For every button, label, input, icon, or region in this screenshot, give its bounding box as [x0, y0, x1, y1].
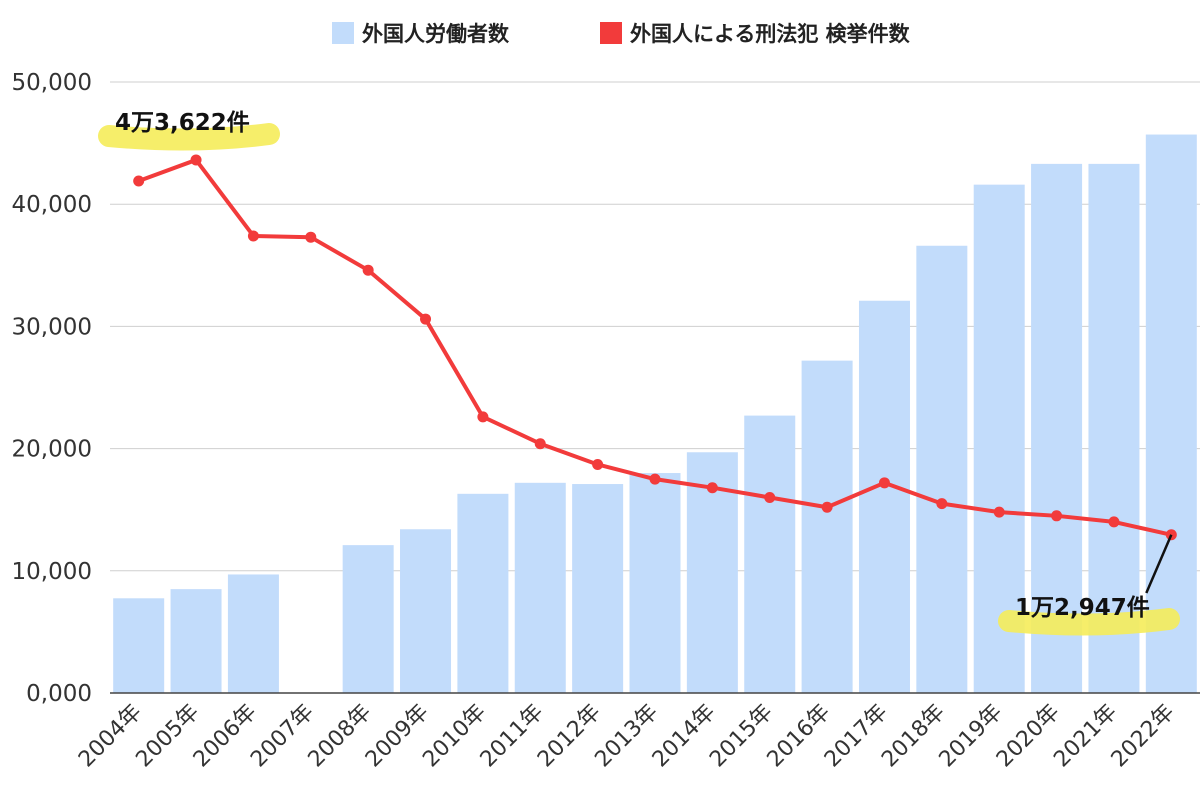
- legend-swatch-bar: [332, 22, 354, 44]
- bar: [113, 598, 165, 693]
- x-tick-label: 2022年: [1107, 700, 1180, 773]
- line-point: [649, 473, 661, 485]
- bar: [400, 529, 452, 693]
- x-tick-label: 2005年: [131, 700, 204, 773]
- legend: 外国人労働者数 外国人による刑法犯 検挙件数: [332, 22, 911, 46]
- line-point: [878, 477, 890, 489]
- line-point: [706, 482, 718, 494]
- line-point: [477, 411, 489, 423]
- bar: [1031, 163, 1083, 693]
- legend-label-line: 外国人による刑法犯 検挙件数: [630, 22, 911, 46]
- bar: [342, 545, 394, 693]
- x-tick-label: 2020年: [992, 700, 1065, 773]
- x-tick-label: 2008年: [304, 700, 377, 773]
- annotation-leader: [1145, 534, 1173, 594]
- line-point: [133, 175, 145, 187]
- x-tick-label: 2010年: [418, 700, 491, 773]
- line-layer: [133, 154, 1177, 541]
- line-point: [362, 264, 374, 276]
- x-tick-label: 2009年: [361, 700, 434, 773]
- bar: [1088, 163, 1140, 693]
- line-point: [993, 506, 1005, 518]
- bar: [973, 184, 1025, 693]
- y-tick-label: 30,000: [12, 314, 92, 340]
- y-tick-label: 20,000: [12, 437, 92, 463]
- annotation-highlight: [998, 608, 1180, 636]
- bar: [801, 360, 853, 693]
- x-tick-label: 2012年: [533, 700, 606, 773]
- line-point: [821, 501, 833, 513]
- bar: [514, 482, 566, 693]
- legend-label-bar: 外国人労働者数: [362, 22, 510, 46]
- x-tick-label: 2004年: [74, 700, 147, 773]
- x-tick-label: 2013年: [590, 700, 663, 773]
- bar: [744, 415, 796, 693]
- y-tick-label: 0,000: [26, 681, 92, 707]
- line-point: [305, 231, 317, 243]
- x-tick-label: 2014年: [648, 700, 721, 773]
- legend-swatch-line: [600, 22, 622, 44]
- bar: [629, 473, 681, 693]
- y-tick-label: 10,000: [12, 559, 92, 585]
- bar: [457, 493, 509, 693]
- line-point: [534, 438, 546, 450]
- line-point: [420, 313, 432, 325]
- bar: [858, 300, 910, 693]
- x-tick-label: 2006年: [189, 700, 262, 773]
- x-tick-label: 2017年: [820, 700, 893, 773]
- line-point: [247, 230, 259, 242]
- y-tick-label: 40,000: [12, 192, 92, 218]
- bar: [1145, 134, 1197, 693]
- x-tick-label: 2018年: [877, 700, 950, 773]
- y-tick-label: 50,000: [12, 70, 92, 96]
- line-point: [936, 498, 948, 510]
- x-tick-label: 2011年: [476, 700, 549, 773]
- line-point: [190, 154, 202, 166]
- bar: [227, 574, 279, 693]
- x-tick-label: 2007年: [246, 700, 319, 773]
- line-point: [592, 458, 604, 470]
- x-tick-label: 2016年: [763, 700, 836, 773]
- bar: [572, 484, 624, 693]
- bar: [916, 245, 968, 694]
- annotation-layer: 4万3,622件 1万2,947件: [98, 110, 1180, 636]
- x-tick-label: 2015年: [705, 700, 778, 773]
- x-tick-label: 2021年: [1049, 700, 1122, 773]
- bar: [170, 589, 222, 693]
- bar-layer: [113, 134, 1197, 694]
- line-point: [764, 491, 776, 503]
- annotation-label: 4万3,622件: [115, 110, 250, 136]
- line-point: [1108, 516, 1120, 528]
- annotation-highlight: [98, 123, 280, 151]
- x-tick-label: 2019年: [935, 700, 1008, 773]
- annotation-label: 1万2,947件: [1015, 595, 1150, 621]
- line-point: [1051, 510, 1063, 522]
